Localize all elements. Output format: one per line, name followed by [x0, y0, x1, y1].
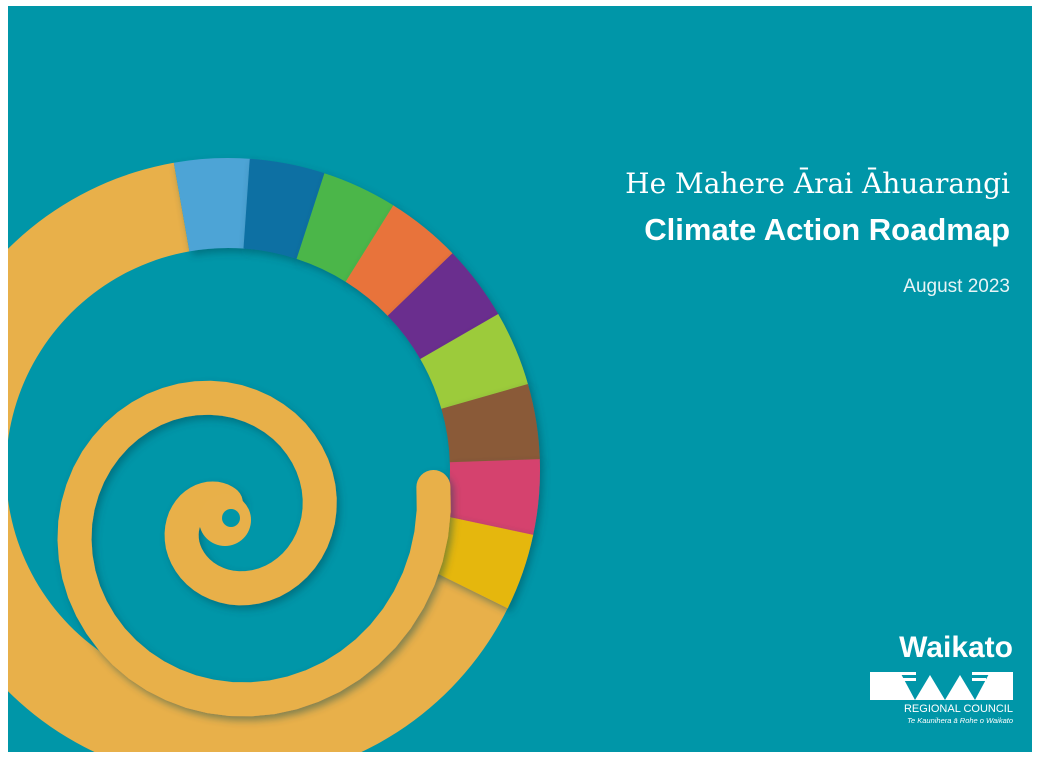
spiral-eye	[222, 509, 240, 527]
page: {"cover": { "title_maori": "He Mahere Ār…	[0, 0, 1041, 762]
title-maori: He Mahere Ārai Āhuarangi	[625, 167, 1010, 200]
date: August 2023	[903, 276, 1010, 297]
cover: He Mahere Ārai Āhuarangi Climate Action …	[0, 0, 1041, 762]
logo-name: Waikato	[899, 631, 1013, 664]
title-english: Climate Action Roadmap	[644, 212, 1010, 247]
logo-subtitle: REGIONAL COUNCIL	[904, 703, 1013, 715]
logo-tagline: Te Kaunihera ā Rohe o Waikato	[907, 716, 1013, 725]
